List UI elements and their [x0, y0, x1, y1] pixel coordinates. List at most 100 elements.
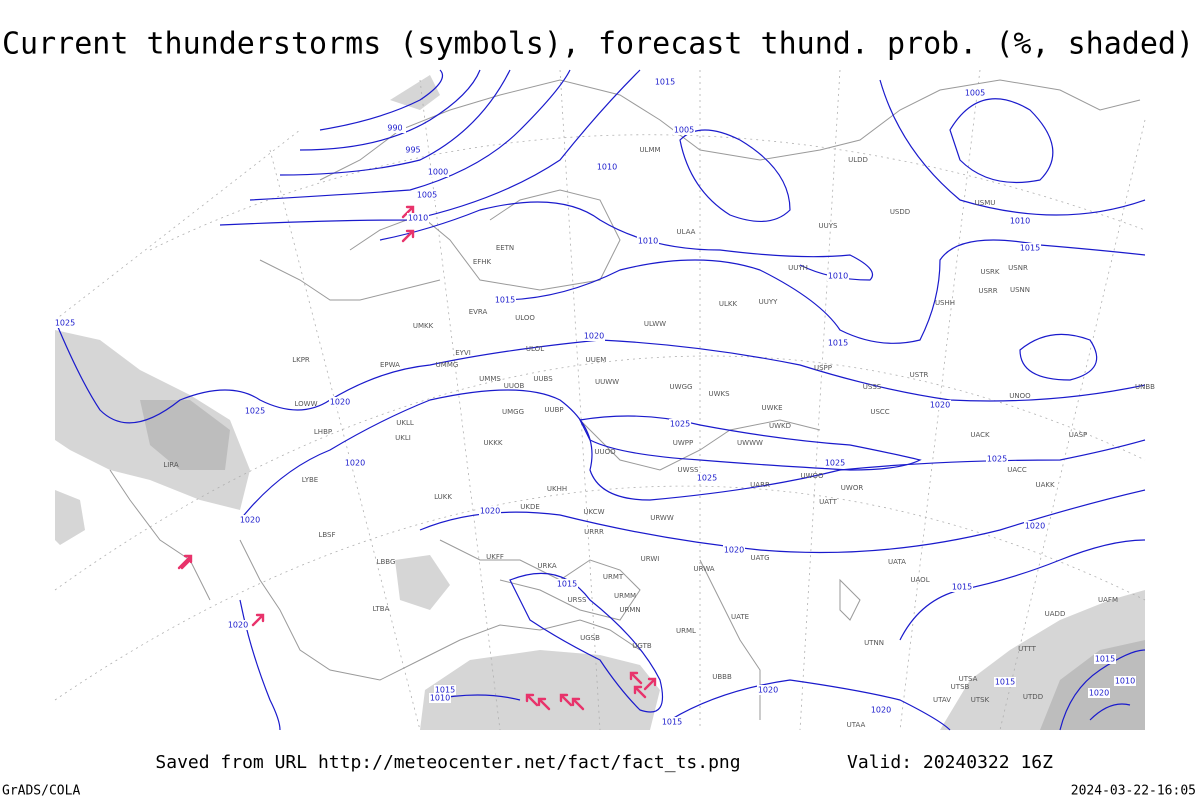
station-label: UTDD — [1023, 693, 1043, 701]
station-label: UUBS — [533, 375, 553, 383]
station-label: URWA — [693, 565, 714, 573]
station-label: UWWW — [737, 439, 763, 447]
station-label: URWW — [650, 514, 674, 522]
shade-area — [1040, 640, 1145, 730]
isobar-label: 990 — [387, 124, 402, 133]
isobar-label-bg — [986, 454, 1008, 464]
isobar-label-bg — [827, 338, 849, 348]
isobar — [949, 98, 1054, 184]
station-label: UAFM — [1098, 596, 1118, 604]
thunderstorm-symbol — [537, 697, 551, 711]
station-label: UUYS — [819, 222, 839, 230]
isobar-label-bg — [402, 145, 424, 155]
station-label: UASP — [1069, 431, 1088, 439]
thunderstorm-symbol — [401, 205, 415, 219]
isobar-label: 1010 — [1115, 677, 1135, 686]
station-label: LTBA — [373, 605, 390, 613]
station-label: UTAV — [933, 696, 951, 704]
parallel — [149, 134, 1146, 251]
station-label: UWKD — [769, 422, 791, 430]
station-label: UATA — [888, 558, 906, 566]
shade-area — [395, 555, 450, 610]
station-label: UTTT — [1018, 645, 1036, 653]
station-label: UATE — [731, 613, 749, 621]
station-label: USDD — [890, 208, 910, 216]
station-label: UMGG — [502, 408, 524, 416]
station-label: EYVI — [455, 349, 471, 357]
station-label: LUKK — [434, 493, 452, 501]
isobar-label-bg — [384, 123, 406, 133]
isobar — [379, 201, 874, 281]
isobar-label: 1020 — [480, 507, 500, 516]
credit: GrADS/COLA — [2, 784, 80, 799]
isobar-label: 1025 — [697, 474, 717, 483]
isobar-label-bg — [1024, 521, 1046, 531]
station-label: LOWW — [294, 400, 317, 408]
isobar-label: 1025 — [245, 407, 265, 416]
isobar-label-bg — [329, 397, 351, 407]
isobar — [249, 69, 571, 201]
isobar-label-bg — [824, 458, 846, 468]
isobar-label-bg — [757, 685, 779, 695]
isobar-label-bg — [964, 88, 986, 98]
isobar — [54, 319, 1146, 424]
station-label: UWKS — [708, 390, 730, 398]
isobar-label-bg — [669, 419, 691, 429]
station-label: URKA — [537, 562, 556, 570]
isobar-label-bg — [1019, 243, 1041, 253]
isobar — [879, 79, 1146, 216]
station-label: USHH — [935, 299, 955, 307]
isobar — [1059, 649, 1146, 731]
station-label: UKHH — [547, 485, 567, 493]
meridian — [419, 79, 501, 731]
isobar-label: 1025 — [987, 455, 1007, 464]
isobar-label-bg — [951, 582, 973, 592]
isobar-label-bg — [596, 162, 618, 172]
station-label: ULOO — [515, 314, 535, 322]
station-label: LBSF — [318, 531, 335, 539]
station-label: UUBP — [544, 406, 563, 414]
station-label: UTNN — [864, 639, 884, 647]
station-label: URWI — [641, 555, 660, 563]
station-label: UMMG — [436, 361, 459, 369]
station-label: USMU — [975, 199, 996, 207]
station-label: UUOB — [504, 382, 525, 390]
station-label: ULAA — [677, 228, 696, 236]
map-edge — [54, 129, 301, 321]
station-label: UWOO — [800, 472, 824, 480]
station-label: UAKK — [1035, 481, 1055, 489]
isobar-label-bg — [239, 515, 261, 525]
isobar-label: 1025 — [670, 420, 690, 429]
thunderstorm-symbol — [525, 693, 539, 707]
isobar-label: 1025 — [55, 319, 75, 328]
isobar-label: 1020 — [330, 398, 350, 407]
station-label: UTAA — [847, 721, 866, 729]
coastline — [259, 259, 441, 301]
station-label: UUWW — [595, 378, 619, 386]
isobar — [899, 539, 1146, 641]
station-label: URSS — [568, 596, 587, 604]
isobar-label: 1000 — [428, 168, 448, 177]
source-url: Saved from URL http://meteocenter.net/fa… — [155, 752, 740, 773]
station-label: UWKE — [761, 404, 782, 412]
isobar-label-bg — [583, 331, 605, 341]
shade-area — [55, 490, 85, 545]
station-label: UGTB — [632, 642, 652, 650]
isobar-label: 1015 — [1020, 244, 1040, 253]
station-label: URML — [676, 627, 696, 635]
station-label: LIRA — [163, 461, 179, 469]
isobar-label-bg — [227, 620, 249, 630]
station-label: EFHK — [473, 258, 492, 266]
station-label: LHBP — [314, 428, 332, 436]
isobar-label-bg — [723, 545, 745, 555]
meridian — [999, 119, 1146, 731]
isobar-label: 1020 — [758, 686, 778, 695]
isobar-label: 1005 — [965, 89, 985, 98]
coastline — [349, 189, 621, 291]
station-label: UKDE — [520, 503, 540, 511]
isobar-label: 1025 — [825, 459, 845, 468]
station-label: UAOL — [910, 576, 929, 584]
isobar-label-bg — [637, 236, 659, 246]
timestamp: 2024-03-22-16:05 — [1071, 784, 1196, 799]
station-label: UKCW — [583, 508, 604, 516]
